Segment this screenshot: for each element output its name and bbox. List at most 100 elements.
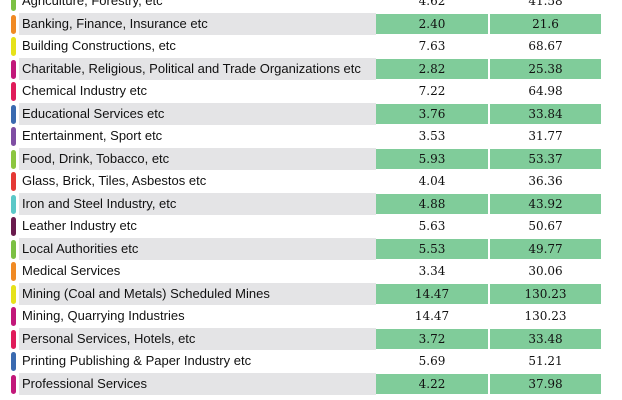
- row-background: [19, 327, 376, 350]
- table-row: Glass, Brick, Tiles, Asbestos etc 4.04 3…: [0, 170, 622, 193]
- amount-value: 68.67: [528, 39, 563, 53]
- rate-value: 5.63: [418, 219, 446, 233]
- amount-value: 130.23: [524, 309, 567, 323]
- amount-value: 64.98: [528, 84, 563, 98]
- industry-name: Iron and Steel Industry, etc: [22, 195, 177, 211]
- table-row: Printing Publishing & Paper Industry etc…: [0, 350, 622, 373]
- rate-value: 3.76: [376, 103, 488, 124]
- industry-name: Educational Services etc: [22, 105, 165, 121]
- rate-value: 7.63: [418, 39, 446, 53]
- row-background: [19, 192, 376, 215]
- category-color-marker: [11, 82, 16, 101]
- table-row: Chemical Industry etc 7.22 64.98: [0, 80, 622, 103]
- rate-value: 7.22: [418, 84, 446, 98]
- table-row: Food, Drink, Tobacco, etc 5.93 53.37: [0, 147, 622, 170]
- table-row: Building Constructions, etc 7.63 68.67: [0, 35, 622, 58]
- row-background: [19, 12, 376, 35]
- table-row: Banking, Finance, Insurance etc 2.40 21.…: [0, 12, 622, 35]
- rate-value: 4.22: [376, 373, 488, 394]
- table-row: Mining, Quarrying Industries 14.47 130.2…: [0, 305, 622, 328]
- industry-name: Building Constructions, etc: [22, 38, 176, 53]
- rate-value: 14.47: [414, 309, 450, 323]
- rate-value: 2.40: [376, 13, 488, 34]
- amount-value: 53.37: [490, 148, 601, 169]
- industry-name: Leather Industry etc: [22, 218, 137, 233]
- amount-value: 51.21: [528, 354, 563, 368]
- amount-value: 31.77: [528, 129, 563, 143]
- category-color-marker: [11, 59, 16, 79]
- category-color-marker: [11, 104, 16, 124]
- rate-value: 4.62: [418, 0, 446, 8]
- table-row: Mining (Coal and Metals) Scheduled Mines…: [0, 282, 622, 305]
- industry-name: Mining, Quarrying Industries: [22, 308, 185, 323]
- rate-value: 5.69: [418, 354, 446, 368]
- rate-value: 5.53: [376, 238, 488, 259]
- row-background: [19, 102, 376, 125]
- category-color-marker: [11, 352, 16, 371]
- rate-value: 4.88: [376, 193, 488, 214]
- table-row: Entertainment, Sport etc 3.53 31.77: [0, 125, 622, 148]
- rate-value: 3.34: [418, 264, 446, 278]
- industry-name: Printing Publishing & Paper Industry etc: [22, 353, 252, 368]
- amount-value: 41.58: [528, 0, 563, 8]
- amount-value: 21.6: [490, 13, 601, 34]
- amount-value: 49.77: [490, 238, 601, 259]
- amount-value: 25.38: [490, 58, 601, 79]
- category-color-marker: [11, 172, 16, 191]
- amount-value: 37.98: [490, 373, 601, 394]
- category-color-marker: [11, 0, 16, 11]
- industry-name: Food, Drink, Tobacco, etc: [22, 150, 170, 166]
- category-color-marker: [11, 194, 16, 214]
- industry-name: Glass, Brick, Tiles, Asbestos etc: [22, 173, 207, 188]
- amount-value: 33.48: [490, 328, 601, 349]
- table-row: Medical Services 3.34 30.06: [0, 260, 622, 283]
- industry-name: Professional Services: [22, 375, 147, 391]
- industry-name: Chemical Industry etc: [22, 83, 147, 98]
- industry-name: Banking, Finance, Insurance etc: [22, 15, 208, 31]
- category-color-marker: [11, 37, 16, 56]
- category-color-marker: [11, 217, 16, 236]
- amount-value: 50.67: [528, 219, 563, 233]
- industry-name: Local Authorities etc: [22, 240, 139, 256]
- category-color-marker: [11, 374, 16, 394]
- table-row: Professional Services 4.22 37.98: [0, 372, 622, 395]
- industry-name: Agriculture, Forestry, etc: [22, 0, 163, 8]
- amount-value: 30.06: [528, 264, 563, 278]
- industry-name: Charitable, Religious, Political and Tra…: [22, 60, 361, 76]
- industry-name: Entertainment, Sport etc: [22, 128, 163, 143]
- category-color-marker: [11, 307, 16, 326]
- row-background: [19, 282, 376, 305]
- table-row: Personal Services, Hotels, etc 3.72 33.4…: [0, 327, 622, 350]
- rate-value: 14.47: [376, 283, 488, 304]
- category-color-marker: [11, 329, 16, 349]
- table-row: Iron and Steel Industry, etc 4.88 43.92: [0, 192, 622, 215]
- table-row: Leather Industry etc 5.63 50.67: [0, 215, 622, 238]
- industry-name: Personal Services, Hotels, etc: [22, 330, 196, 346]
- row-background: [19, 237, 376, 260]
- table-row: Local Authorities etc 5.53 49.77: [0, 237, 622, 260]
- category-color-marker: [11, 262, 16, 281]
- rate-value: 3.72: [376, 328, 488, 349]
- category-color-marker: [11, 14, 16, 34]
- row-background: [19, 147, 376, 170]
- rate-value: 5.93: [376, 148, 488, 169]
- category-color-marker: [11, 127, 16, 146]
- category-color-marker: [11, 239, 16, 259]
- industry-name: Medical Services: [22, 263, 121, 278]
- table-row: Charitable, Religious, Political and Tra…: [0, 57, 622, 80]
- table-row: Educational Services etc 3.76 33.84: [0, 102, 622, 125]
- table-row: Agriculture, Forestry, etc 4.62 41.58: [0, 0, 622, 13]
- rate-value: 2.82: [376, 58, 488, 79]
- category-color-marker: [11, 284, 16, 304]
- amount-value: 130.23: [490, 283, 601, 304]
- category-color-marker: [11, 149, 16, 169]
- rate-value: 4.04: [418, 174, 446, 188]
- industry-name: Mining (Coal and Metals) Scheduled Mines: [22, 285, 270, 301]
- amount-value: 36.36: [528, 174, 563, 188]
- rate-value: 3.53: [418, 129, 446, 143]
- row-background: [19, 372, 376, 395]
- row-background: [19, 57, 376, 80]
- amount-value: 43.92: [490, 193, 601, 214]
- amount-value: 33.84: [490, 103, 601, 124]
